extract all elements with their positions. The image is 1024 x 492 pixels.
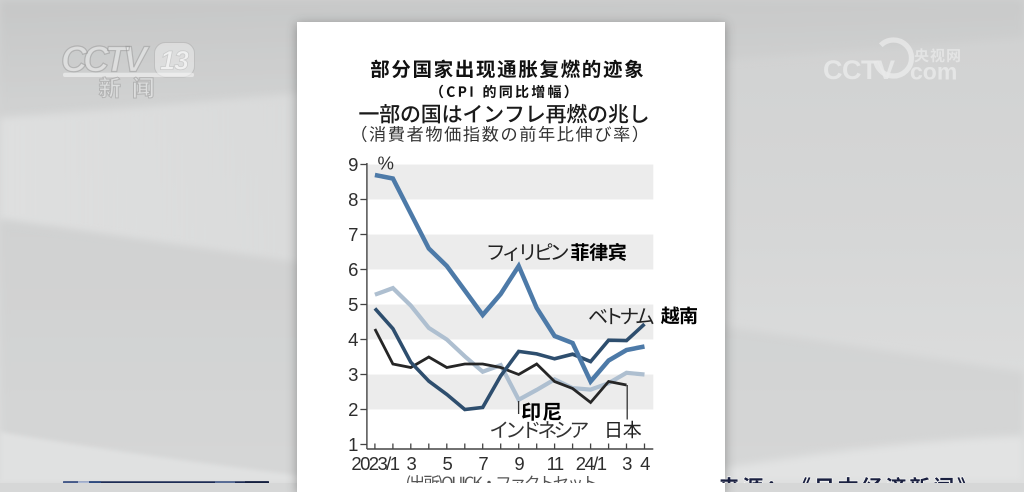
svg-text:3: 3 <box>622 453 632 474</box>
svg-text:CCTV: CCTV <box>823 55 895 85</box>
svg-text:%: % <box>378 153 394 174</box>
svg-text:7: 7 <box>478 453 488 474</box>
svg-text:5: 5 <box>442 453 452 474</box>
svg-text:8: 8 <box>348 189 358 210</box>
svg-text:9: 9 <box>514 453 524 474</box>
svg-text:9: 9 <box>348 154 358 175</box>
svg-text:13: 13 <box>160 46 189 76</box>
svg-text:CCTV: CCTV <box>61 39 150 80</box>
svg-text:3: 3 <box>348 364 358 385</box>
svg-text:11: 11 <box>547 453 564 474</box>
svg-text:3: 3 <box>406 453 416 474</box>
svg-text:4: 4 <box>348 329 358 350</box>
svg-text:6: 6 <box>348 259 358 280</box>
svg-text:2: 2 <box>348 399 358 420</box>
svg-text:4: 4 <box>640 453 650 474</box>
svg-text:24/1: 24/1 <box>576 453 607 474</box>
svg-text:7: 7 <box>348 224 358 245</box>
svg-text:com: com <box>910 59 957 85</box>
svg-text:1: 1 <box>348 434 358 455</box>
svg-text:5: 5 <box>348 294 358 315</box>
svg-text:2023/1: 2023/1 <box>351 453 399 474</box>
